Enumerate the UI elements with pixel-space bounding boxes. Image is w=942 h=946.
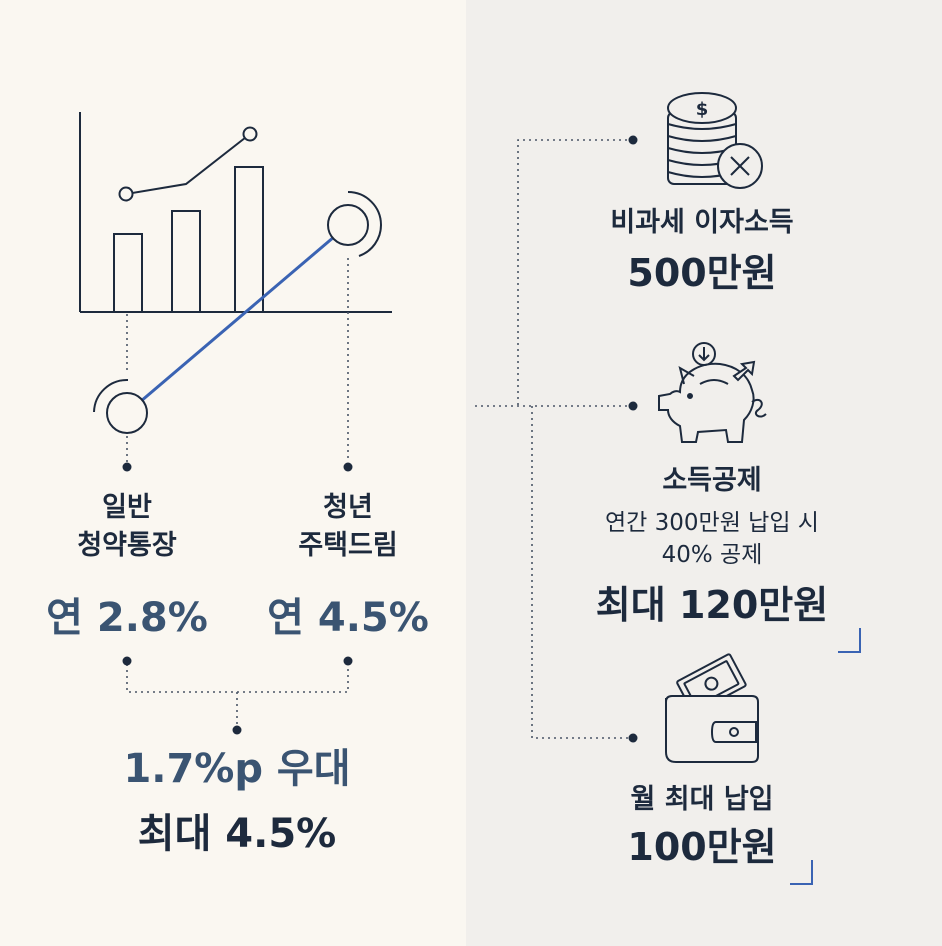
youth-name: 청년 주택드림	[248, 489, 448, 565]
deduction-desc-line1: 연간 300만원 납입 시	[605, 510, 819, 536]
summary-line1: 1.7%p 우대	[123, 746, 351, 792]
left-panel	[0, 0, 466, 946]
youth-name-line1: 청년	[323, 492, 373, 523]
tax-free-amount: 500만원	[627, 251, 777, 295]
tax-free-title: 비과세 이자소득	[610, 207, 794, 238]
node-youth-icon	[327, 191, 383, 257]
general-name: 일반 청약통장	[27, 489, 227, 565]
rate-comparison-line	[126, 223, 349, 415]
monthly-title: 월 최대 납입	[630, 784, 774, 815]
summary-line2: 최대 4.5%	[137, 811, 337, 857]
dollar-sign-icon: $	[696, 99, 709, 120]
general-name-line2: 청약통장	[77, 530, 177, 561]
wallet-icon	[665, 653, 759, 763]
youth-rate: 연 4.5%	[267, 595, 429, 641]
node-general-icon	[93, 378, 148, 434]
deduction-desc-line2: 40% 공제	[661, 542, 763, 568]
left-dotted-connectors	[126, 258, 349, 728]
coins-x-icon	[667, 92, 763, 189]
deduction-title: 소득공제	[662, 465, 762, 496]
corner-accents	[790, 628, 861, 885]
growth-chart-icon	[79, 112, 392, 313]
general-name-line1: 일반	[102, 492, 152, 523]
youth-name-line2: 주택드림	[298, 530, 398, 561]
general-rate: 연 2.8%	[46, 595, 208, 641]
left-connector-dots	[122, 462, 353, 735]
right-dotted-connectors	[475, 139, 633, 739]
deduction-amount: 최대 120만원	[595, 583, 829, 627]
right-connector-dots	[628, 135, 638, 743]
monthly-amount: 100만원	[627, 825, 777, 869]
piggy-bank-icon	[658, 342, 767, 443]
